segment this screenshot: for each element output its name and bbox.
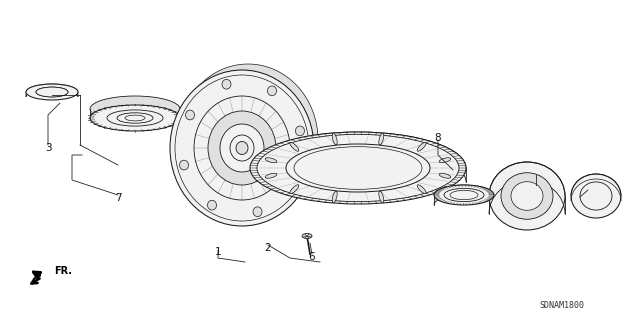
Ellipse shape — [36, 87, 68, 97]
Ellipse shape — [222, 79, 231, 89]
Ellipse shape — [268, 86, 276, 96]
Ellipse shape — [439, 158, 451, 163]
Ellipse shape — [178, 64, 318, 216]
Ellipse shape — [253, 207, 262, 217]
Text: 8: 8 — [435, 133, 442, 143]
Ellipse shape — [332, 133, 337, 145]
Ellipse shape — [511, 182, 543, 210]
Ellipse shape — [36, 87, 68, 97]
Ellipse shape — [501, 173, 553, 219]
Polygon shape — [571, 174, 621, 201]
Ellipse shape — [289, 176, 298, 186]
Ellipse shape — [571, 174, 621, 218]
Text: 1: 1 — [214, 247, 221, 257]
Ellipse shape — [207, 200, 216, 210]
Ellipse shape — [236, 142, 248, 154]
Text: 2: 2 — [265, 243, 271, 253]
Ellipse shape — [417, 185, 426, 194]
Ellipse shape — [265, 173, 277, 178]
Polygon shape — [90, 109, 180, 131]
Polygon shape — [434, 185, 494, 205]
Ellipse shape — [250, 132, 466, 204]
Ellipse shape — [439, 173, 451, 178]
Ellipse shape — [296, 126, 305, 136]
Ellipse shape — [170, 70, 314, 226]
Polygon shape — [250, 132, 466, 182]
Ellipse shape — [302, 234, 312, 239]
Ellipse shape — [186, 110, 195, 120]
Text: 5: 5 — [577, 195, 583, 205]
Polygon shape — [489, 162, 565, 214]
Text: 3: 3 — [45, 143, 51, 153]
Text: 7: 7 — [115, 193, 122, 203]
Ellipse shape — [220, 124, 264, 172]
Text: 4: 4 — [532, 183, 540, 193]
Ellipse shape — [265, 158, 277, 163]
Ellipse shape — [180, 160, 189, 170]
Text: 6: 6 — [308, 252, 316, 262]
Text: FR.: FR. — [54, 266, 72, 276]
Ellipse shape — [208, 111, 276, 185]
Ellipse shape — [489, 162, 565, 230]
Ellipse shape — [290, 142, 299, 151]
Ellipse shape — [290, 185, 299, 194]
Ellipse shape — [26, 84, 78, 100]
Ellipse shape — [434, 185, 494, 205]
Ellipse shape — [379, 191, 384, 203]
Ellipse shape — [580, 182, 612, 210]
Ellipse shape — [332, 191, 337, 203]
Ellipse shape — [379, 133, 384, 145]
Ellipse shape — [417, 142, 426, 151]
Text: SDNAM1800: SDNAM1800 — [540, 300, 584, 309]
Ellipse shape — [90, 105, 180, 131]
Ellipse shape — [90, 96, 180, 122]
Polygon shape — [26, 84, 78, 97]
